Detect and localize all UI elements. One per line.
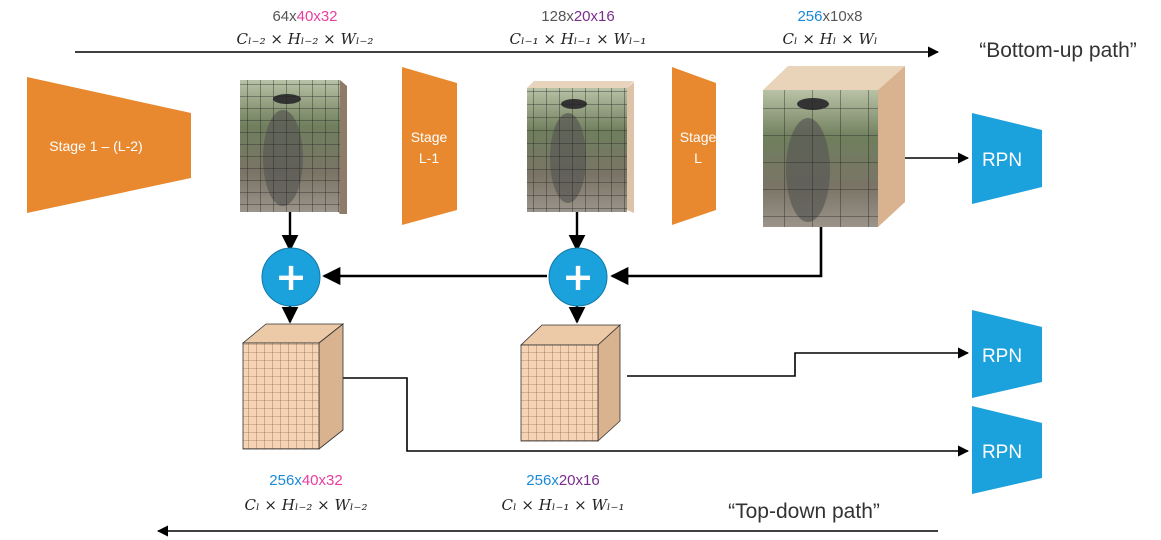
feature-map-3-top xyxy=(763,66,905,90)
stage-l1-block: Stage L-1 xyxy=(402,67,457,225)
bottom-up-dims-2: 128x20x16 Cₗ₋₁ × Hₗ₋₁ × Wₗ₋₁ xyxy=(510,8,647,48)
feature-map-2 xyxy=(527,81,634,213)
feature-map-1 xyxy=(240,80,347,214)
stage-l-label-a: Stage xyxy=(680,129,717,145)
rpn-label-2: RPN xyxy=(982,346,1022,367)
feature-map-3 xyxy=(763,66,905,227)
formula-1: Cₗ₋₂ × Hₗ₋₂ × Wₗ₋₂ xyxy=(237,30,374,48)
stage-l1-label-b: L-1 xyxy=(419,150,439,166)
topdown-map-2 xyxy=(520,324,622,442)
plus-node-1: + xyxy=(261,247,321,307)
rpn-label-1: RPN xyxy=(982,150,1022,171)
rpn-shape-2 xyxy=(972,310,1042,398)
rpn-block-1: RPN xyxy=(972,113,1042,204)
plus-icon-2: + xyxy=(562,255,594,299)
plus-circle-2 xyxy=(548,247,608,307)
td-dim-label-2: 256x20x16 xyxy=(526,472,599,489)
td-dim-label-1: 256x40x32 xyxy=(269,472,342,489)
stage-l1-label-a: Stage xyxy=(411,129,448,145)
td-formula-1: Cₗ × Hₗ₋₂ × Wₗ₋₂ xyxy=(245,496,368,514)
arrow-td1-to-rpn3 xyxy=(340,377,970,457)
bottom-up-label: “Bottom-up path” xyxy=(979,39,1137,62)
stage-1-block: Stage 1 – (L-2) xyxy=(27,77,191,213)
stage-l1-shape xyxy=(402,67,457,225)
topdown-map-1 xyxy=(241,323,345,450)
rpn-block-2: RPN xyxy=(972,310,1042,398)
top-down-dims-2: 256x20x16 Cₗ × Hₗ₋₁ × Wₗ₋₁ xyxy=(502,472,625,514)
formula-2: Cₗ₋₁ × Hₗ₋₁ × Wₗ₋₁ xyxy=(510,30,647,48)
topdown-map-2-side xyxy=(597,324,621,442)
stage-1-shape xyxy=(27,77,191,213)
topdown-map-1-side xyxy=(318,323,344,450)
plus-node-2: + xyxy=(548,247,608,307)
rpn-block-3: RPN xyxy=(972,406,1042,494)
dim-label-1: 64x40x32 xyxy=(272,8,337,25)
stage-1-label: Stage 1 – (L-2) xyxy=(49,138,142,154)
arrow-td2-to-rpn2 xyxy=(627,347,970,377)
td-formula-2: Cₗ × Hₗ₋₁ × Wₗ₋₁ xyxy=(502,496,625,514)
rpn-label-3: RPN xyxy=(982,442,1022,463)
rpn-shape-1 xyxy=(972,113,1042,204)
stage-l-label-b: L xyxy=(694,150,702,166)
feature-map-3-grid xyxy=(763,90,878,227)
topdown-map-1-face xyxy=(242,342,320,450)
stage-l-block: Stage L xyxy=(672,67,717,225)
feature-map-2-grid xyxy=(527,88,627,212)
rpn-shape-3 xyxy=(972,406,1042,494)
feature-map-1-grid xyxy=(240,80,340,212)
dim-label-2: 128x20x16 xyxy=(541,8,614,25)
feature-map-2-top xyxy=(527,81,634,88)
top-down-dims-1: 256x40x32 Cₗ × Hₗ₋₂ × Wₗ₋₂ xyxy=(245,472,368,514)
formula-3: Cₗ × Hₗ × Wₗ xyxy=(782,30,877,48)
arrow-fm3-to-plus2 xyxy=(610,227,823,286)
topdown-map-2-face xyxy=(520,344,599,442)
top-down-label: “Top-down path” xyxy=(728,500,880,523)
bottom-up-dims-1: 64x40x32 Cₗ₋₂ × Hₗ₋₂ × Wₗ₋₂ xyxy=(237,8,374,48)
plus-icon-1: + xyxy=(275,255,307,299)
plus-circle-1 xyxy=(261,247,321,307)
feature-map-3-side xyxy=(878,66,905,227)
stage-l-shape xyxy=(672,67,716,225)
dim-label-3: 256x10x8 xyxy=(797,8,862,25)
bottom-up-dims-3: 256x10x8 Cₗ × Hₗ × Wₗ xyxy=(782,8,877,48)
